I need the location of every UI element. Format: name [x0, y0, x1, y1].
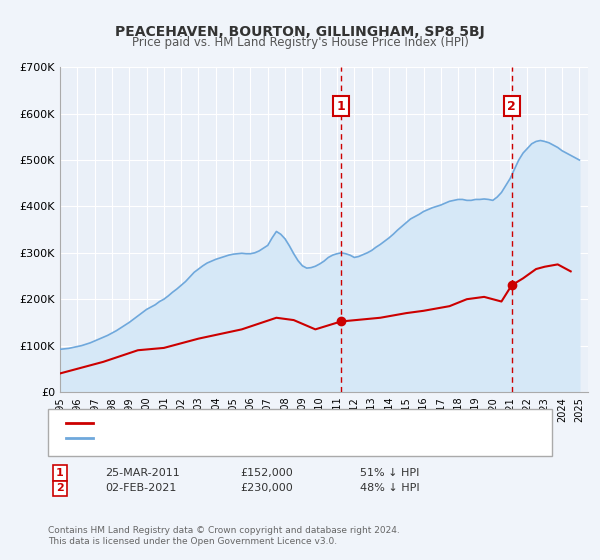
- Text: 2: 2: [507, 100, 516, 113]
- Text: £230,000: £230,000: [240, 483, 293, 493]
- Text: 1: 1: [56, 468, 64, 478]
- Text: 1: 1: [337, 100, 346, 113]
- Text: 02-FEB-2021: 02-FEB-2021: [105, 483, 176, 493]
- Text: 25-MAR-2011: 25-MAR-2011: [105, 468, 180, 478]
- Text: HPI: Average price, detached house, Dorset: HPI: Average price, detached house, Dors…: [97, 433, 325, 443]
- Text: £152,000: £152,000: [240, 468, 293, 478]
- Text: PEACEHAVEN, BOURTON, GILLINGHAM, SP8 5BJ (detached house): PEACEHAVEN, BOURTON, GILLINGHAM, SP8 5BJ…: [97, 418, 437, 428]
- Text: 48% ↓ HPI: 48% ↓ HPI: [360, 483, 419, 493]
- Text: 2: 2: [56, 483, 64, 493]
- Text: 51% ↓ HPI: 51% ↓ HPI: [360, 468, 419, 478]
- Text: PEACEHAVEN, BOURTON, GILLINGHAM, SP8 5BJ: PEACEHAVEN, BOURTON, GILLINGHAM, SP8 5BJ: [115, 25, 485, 39]
- Text: Price paid vs. HM Land Registry's House Price Index (HPI): Price paid vs. HM Land Registry's House …: [131, 36, 469, 49]
- Text: Contains HM Land Registry data © Crown copyright and database right 2024.
This d: Contains HM Land Registry data © Crown c…: [48, 526, 400, 546]
